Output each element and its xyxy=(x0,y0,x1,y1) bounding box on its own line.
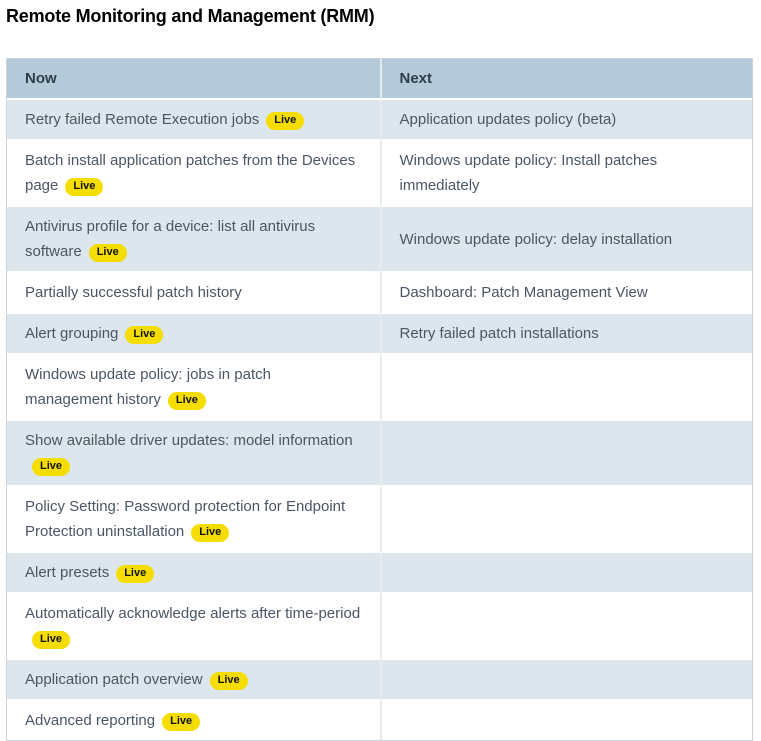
cell-next xyxy=(379,421,752,487)
live-badge: Live xyxy=(116,565,155,583)
feature-text: Windows update policy: delay installatio… xyxy=(399,230,673,248)
feature-text: Batch install application patches from t… xyxy=(25,152,356,194)
cell-next: Application updates policy (beta) xyxy=(379,100,752,141)
live-badge: Live xyxy=(162,713,201,731)
feature-text: Windows update policy: Install patches i… xyxy=(399,152,658,194)
feature-text: Alert presets xyxy=(25,564,110,581)
column-header-now: Now xyxy=(7,59,380,100)
live-badge: Live xyxy=(32,631,71,649)
table-row: Application patch overview Live xyxy=(7,660,752,701)
cell-now: Windows update policy: jobs in patch man… xyxy=(7,355,380,421)
cell-now: Automatically acknowledge alerts after t… xyxy=(7,594,380,660)
cell-now: Policy Setting: Password protection for … xyxy=(7,487,380,553)
header-row: Now Next xyxy=(7,59,752,100)
feature-text: Retry failed Remote Execution jobs xyxy=(25,111,260,128)
page: Remote Monitoring and Management (RMM) N… xyxy=(6,5,753,741)
table-row: Batch install application patches from t… xyxy=(7,141,752,207)
feature-text: Windows update policy: jobs in patch man… xyxy=(25,366,271,408)
cell-next xyxy=(379,660,752,701)
cell-next: Retry failed patch installations xyxy=(379,314,752,355)
live-badge: Live xyxy=(266,112,305,130)
cell-next: Windows update policy: delay installatio… xyxy=(379,207,752,273)
column-header-next: Next xyxy=(379,59,752,100)
cell-now: Alert presets Live xyxy=(7,553,380,594)
live-badge: Live xyxy=(209,672,248,690)
cell-now: Application patch overview Live xyxy=(7,660,380,701)
feature-text: Application patch overview xyxy=(25,671,203,688)
feature-text: Policy Setting: Password protection for … xyxy=(25,498,346,540)
table-row: Windows update policy: jobs in patch man… xyxy=(7,355,752,421)
feature-text: Partially successful patch history xyxy=(25,284,242,301)
table-row: Advanced reporting Live xyxy=(7,701,752,740)
feature-text: Automatically acknowledge alerts after t… xyxy=(25,605,361,622)
feature-text: Advanced reporting xyxy=(25,712,156,729)
cell-now: Advanced reporting Live xyxy=(7,701,380,740)
feature-text: Dashboard: Patch Management View xyxy=(399,284,648,301)
feature-text: Retry failed patch installations xyxy=(399,325,599,342)
cell-now: Show available driver updates: model inf… xyxy=(7,421,380,487)
table-row: Show available driver updates: model inf… xyxy=(7,421,752,487)
live-badge: Live xyxy=(167,392,206,410)
table-row: Retry failed Remote Execution jobs Live Ap… xyxy=(7,100,752,141)
live-badge: Live xyxy=(88,244,127,262)
cell-now: Partially successful patch history xyxy=(7,273,380,314)
table-row: Automatically acknowledge alerts after t… xyxy=(7,594,752,660)
feature-text: Antivirus profile for a device: list all… xyxy=(25,218,316,260)
table-row: Policy Setting: Password protection for … xyxy=(7,487,752,553)
cell-now: Retry failed Remote Execution jobs Live xyxy=(7,100,380,141)
page-title: Remote Monitoring and Management (RMM) xyxy=(6,6,375,26)
cell-next xyxy=(379,701,752,740)
cell-next: Windows update policy: Install patches i… xyxy=(379,141,752,207)
live-badge: Live xyxy=(32,458,71,476)
table-row: Antivirus profile for a device: list all… xyxy=(7,207,752,273)
table-row: Alert presets Live xyxy=(7,553,752,594)
cell-next: Dashboard: Patch Management View xyxy=(379,273,752,314)
cell-now: Antivirus profile for a device: list all… xyxy=(7,207,380,273)
live-badge: Live xyxy=(65,178,104,196)
cell-next xyxy=(379,553,752,594)
table-row: Partially successful patch history Dashbo… xyxy=(7,273,752,314)
rmm-roadmap-table: Now Next Retry failed Remote Execution j… xyxy=(6,58,753,741)
roadmap-rows: Retry failed Remote Execution jobs Live Ap… xyxy=(7,100,752,740)
feature-text: Application updates policy (beta) xyxy=(399,111,617,128)
live-badge: Live xyxy=(125,326,164,344)
cell-now: Alert grouping Live xyxy=(7,314,380,355)
feature-text: Alert grouping xyxy=(25,325,119,342)
feature-text: Show available driver updates: model inf… xyxy=(25,432,353,449)
live-badge: Live xyxy=(191,524,230,542)
cell-now: Batch install application patches from t… xyxy=(7,141,380,207)
table-row: Alert grouping Live Retry failed patch ins… xyxy=(7,314,752,355)
cell-next xyxy=(379,487,752,553)
cell-next xyxy=(379,355,752,421)
cell-next xyxy=(379,594,752,660)
